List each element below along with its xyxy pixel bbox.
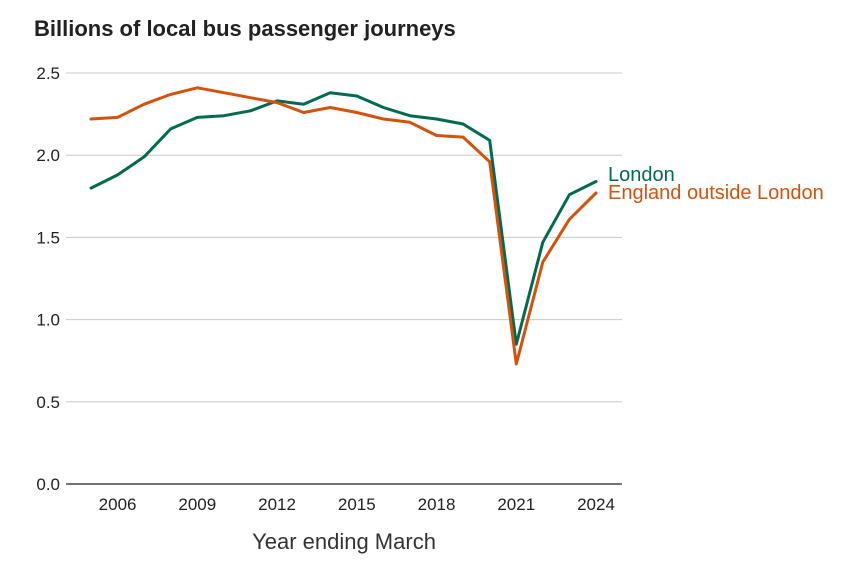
series-label-england-outside-london: England outside London [608, 182, 824, 204]
x-axis-ticks: 2006 2009 2012 2015 2018 2021 2024 [99, 495, 615, 514]
x-axis-label: Year ending March [252, 529, 436, 554]
y-tick-label: 2.5 [36, 64, 60, 83]
x-tick-label: 2018 [418, 495, 456, 514]
x-tick-label: 2015 [338, 495, 376, 514]
series-lines [89, 86, 598, 366]
series-line-england-outside-london [89, 86, 598, 366]
y-tick-label: 1.5 [36, 228, 60, 247]
chart-title: Billions of local bus passenger journeys [34, 16, 456, 41]
x-tick-label: 2021 [497, 495, 535, 514]
x-tick-label: 2024 [577, 495, 615, 514]
series-line-london [89, 91, 598, 346]
gridlines [66, 72, 622, 485]
y-tick-label: 1.0 [36, 311, 60, 330]
y-tick-label: 0.5 [36, 393, 60, 412]
x-tick-label: 2006 [99, 495, 137, 514]
y-axis-ticks: 0.0 0.5 1.0 1.5 2.0 2.5 [36, 64, 60, 494]
y-tick-label: 2.0 [36, 146, 60, 165]
x-tick-label: 2009 [178, 495, 216, 514]
y-tick-label: 0.0 [36, 475, 60, 494]
series-label-london: London [608, 164, 675, 186]
x-tick-label: 2012 [258, 495, 296, 514]
